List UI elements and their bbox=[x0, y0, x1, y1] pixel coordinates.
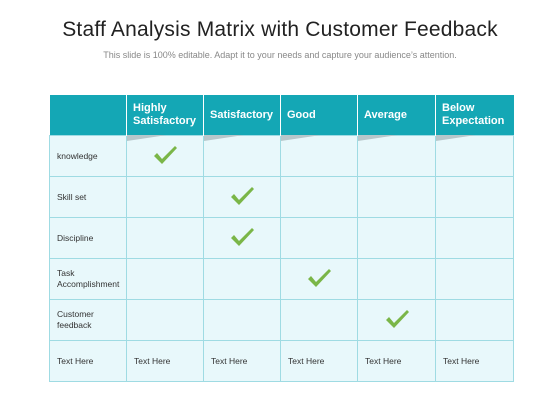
page-title: Staff Analysis Matrix with Customer Feed… bbox=[62, 18, 498, 41]
check-mark-icon bbox=[231, 186, 254, 205]
matrix-cell bbox=[435, 258, 514, 300]
matrix-cell bbox=[203, 217, 281, 259]
matrix-cell bbox=[357, 258, 436, 300]
matrix-cell bbox=[126, 176, 204, 218]
matrix-cell bbox=[280, 176, 358, 218]
table-row: Skill set bbox=[49, 176, 514, 218]
footer-cell: Text Here bbox=[280, 340, 358, 382]
row-label: Task Accomplishment bbox=[49, 258, 127, 300]
check-mark-icon bbox=[385, 309, 409, 328]
matrix-cell bbox=[435, 135, 514, 177]
footer-cell: Text Here bbox=[435, 340, 514, 382]
matrix-cell bbox=[203, 258, 281, 300]
matrix-cell bbox=[357, 135, 436, 177]
header-average: Average bbox=[357, 95, 436, 141]
matrix-cell bbox=[280, 217, 358, 259]
header-corner bbox=[49, 95, 127, 136]
matrix-cell bbox=[357, 217, 436, 259]
footer-cell: Text Here bbox=[49, 340, 127, 382]
matrix-cell bbox=[435, 299, 514, 341]
check-mark-icon bbox=[231, 227, 254, 246]
table-row: Task Accomplishment bbox=[49, 258, 514, 300]
matrix-cell bbox=[280, 135, 358, 177]
staff-matrix-table: Highly Satisfactory Satisfactory Good Av… bbox=[49, 95, 514, 382]
matrix-cell bbox=[203, 299, 281, 341]
row-label: Customer feedback bbox=[49, 299, 127, 341]
row-label: Discipline bbox=[49, 217, 127, 259]
matrix-cell bbox=[203, 176, 281, 218]
matrix-cell bbox=[357, 299, 436, 341]
matrix-cell bbox=[280, 299, 358, 341]
matrix-cell bbox=[126, 299, 204, 341]
matrix-cell bbox=[357, 176, 436, 218]
header-below-expectation: Below Expectation bbox=[435, 95, 514, 141]
row-label: knowledge bbox=[49, 135, 127, 177]
check-mark-icon bbox=[308, 268, 331, 287]
matrix-cell bbox=[435, 176, 514, 218]
header-row: Highly Satisfactory Satisfactory Good Av… bbox=[49, 95, 514, 141]
footer-cell: Text Here bbox=[203, 340, 281, 382]
table-row: Discipline bbox=[49, 217, 514, 259]
row-label: Skill set bbox=[49, 176, 127, 218]
matrix-cell bbox=[203, 135, 281, 177]
table-row: Customer feedback bbox=[49, 299, 514, 341]
matrix-cell bbox=[280, 258, 358, 300]
header-good: Good bbox=[280, 95, 358, 141]
footer-row: Text Here Text Here Text Here Text Here … bbox=[49, 340, 514, 382]
check-mark-icon bbox=[154, 145, 177, 164]
header-highly-satisfactory: Highly Satisfactory bbox=[126, 95, 204, 141]
footer-cell: Text Here bbox=[126, 340, 204, 382]
matrix-cell bbox=[126, 258, 204, 300]
header-satisfactory: Satisfactory bbox=[203, 95, 281, 141]
footer-cell: Text Here bbox=[357, 340, 436, 382]
matrix-cell bbox=[126, 135, 204, 177]
page-subtitle: This slide is 100% editable. Adapt it to… bbox=[103, 50, 457, 60]
matrix-cell bbox=[435, 217, 514, 259]
table-row: knowledge bbox=[49, 135, 514, 177]
matrix-cell bbox=[126, 217, 204, 259]
